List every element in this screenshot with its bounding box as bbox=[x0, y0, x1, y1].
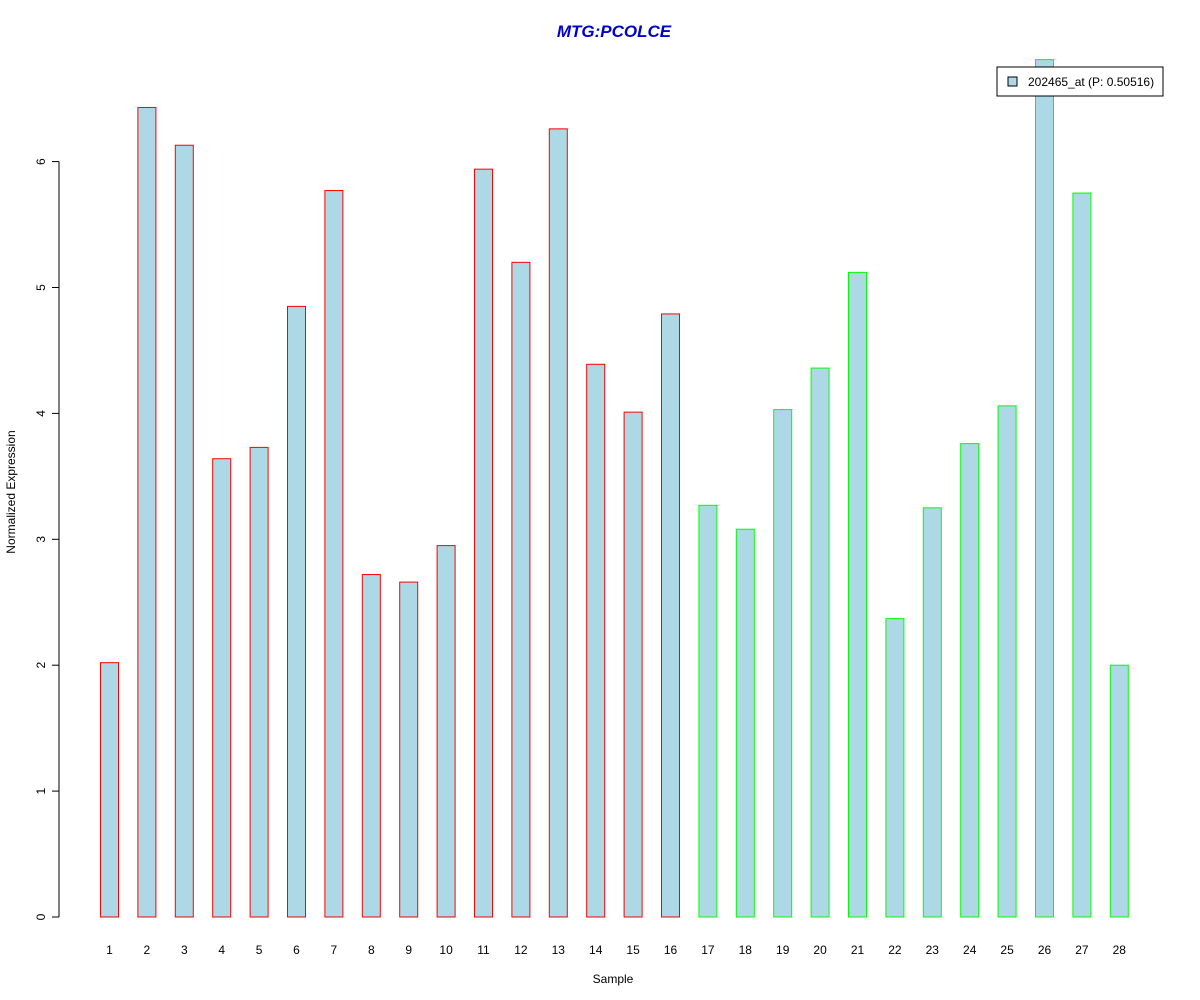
y-tick-label: 4 bbox=[34, 410, 48, 417]
x-tick-label: 25 bbox=[1000, 943, 1014, 957]
y-tick-label: 5 bbox=[34, 284, 48, 291]
x-axis-label: Sample bbox=[593, 972, 634, 986]
x-tick-label: 16 bbox=[664, 943, 678, 957]
bar-sample-7 bbox=[324, 190, 344, 918]
bar-sample-13 bbox=[548, 128, 568, 918]
bar-sample-24 bbox=[960, 443, 980, 918]
bar-sample-19 bbox=[773, 409, 793, 918]
y-axis: 0 1 2 3 4 5 6 bbox=[34, 158, 60, 920]
x-tick-label: 27 bbox=[1075, 943, 1089, 957]
x-tick-label: 21 bbox=[851, 943, 865, 957]
x-tick-label: 23 bbox=[926, 943, 940, 957]
bar-sample-27 bbox=[1072, 192, 1092, 918]
bar-sample-15 bbox=[623, 411, 643, 918]
x-tick-label: 22 bbox=[888, 943, 902, 957]
y-axis-label: Normalized Expression bbox=[4, 430, 18, 553]
x-tick-label: 17 bbox=[701, 943, 715, 957]
x-tick-label: 26 bbox=[1038, 943, 1052, 957]
x-tick-label: 1 bbox=[106, 943, 113, 957]
bar-sample-2 bbox=[137, 106, 157, 918]
x-tick-label: 4 bbox=[218, 943, 225, 957]
x-tick-label: 2 bbox=[144, 943, 151, 957]
bar-sample-9 bbox=[399, 581, 419, 918]
x-tick-label: 15 bbox=[626, 943, 640, 957]
x-tick-label: 10 bbox=[439, 943, 453, 957]
y-tick-label: 0 bbox=[34, 913, 48, 920]
y-tick-label: 1 bbox=[34, 787, 48, 794]
bar-sample-6 bbox=[287, 305, 306, 918]
bar-sample-22 bbox=[885, 618, 905, 918]
legend-entry: 202465_at (P: 0.50516) bbox=[1028, 75, 1154, 89]
bar-sample-12 bbox=[511, 261, 531, 918]
x-tick-label: 11 bbox=[477, 943, 490, 957]
bars-group bbox=[100, 59, 1129, 918]
chart-title: MTG:PCOLCE bbox=[557, 22, 672, 41]
bar-sample-17 bbox=[698, 504, 718, 918]
bar-sample-1 bbox=[100, 662, 119, 918]
x-tick-label: 5 bbox=[256, 943, 263, 957]
x-tick-label: 20 bbox=[813, 943, 827, 957]
y-tick-label: 6 bbox=[34, 158, 48, 165]
x-tick-label: 18 bbox=[739, 943, 753, 957]
bar-sample-18 bbox=[735, 528, 755, 918]
bar-sample-23 bbox=[922, 507, 942, 918]
x-tick-label: 7 bbox=[331, 943, 338, 957]
x-tick-labels: 1 2 3 4 5 6 7 8 9 10 11 12 13 14 15 16 17 18 19 20 21 22 23 24 2… bbox=[106, 943, 1126, 957]
x-tick-label: 6 bbox=[293, 943, 300, 957]
x-tick-label: 8 bbox=[368, 943, 375, 957]
legend-swatch bbox=[1007, 76, 1018, 87]
x-tick-label: 19 bbox=[776, 943, 790, 957]
x-tick-label: 9 bbox=[405, 943, 412, 957]
x-tick-label: 24 bbox=[963, 943, 977, 957]
bar-sample-25 bbox=[997, 405, 1017, 918]
bar-sample-16 bbox=[661, 313, 680, 918]
bar-sample-4 bbox=[212, 458, 232, 918]
bar-sample-26 bbox=[1035, 59, 1054, 918]
bar-sample-10 bbox=[436, 545, 456, 918]
bar-sample-14 bbox=[586, 363, 606, 918]
y-tick-label: 3 bbox=[34, 536, 48, 543]
x-tick-label: 13 bbox=[552, 943, 566, 957]
x-tick-label: 28 bbox=[1113, 943, 1127, 957]
y-tick-label: 2 bbox=[34, 662, 48, 669]
x-tick-label: 14 bbox=[589, 943, 603, 957]
legend-box bbox=[996, 66, 1164, 97]
legend: 202465_at (P: 0.50516) bbox=[996, 66, 1164, 97]
x-tick-label: 12 bbox=[514, 943, 528, 957]
x-tick-label: 3 bbox=[181, 943, 188, 957]
bar-sample-5 bbox=[249, 446, 269, 918]
bar-sample-3 bbox=[174, 144, 194, 918]
bar-sample-20 bbox=[810, 367, 830, 918]
bar-sample-28 bbox=[1109, 664, 1129, 918]
bar-sample-11 bbox=[474, 168, 493, 918]
bar-sample-21 bbox=[848, 271, 867, 918]
bar-sample-8 bbox=[361, 574, 381, 918]
